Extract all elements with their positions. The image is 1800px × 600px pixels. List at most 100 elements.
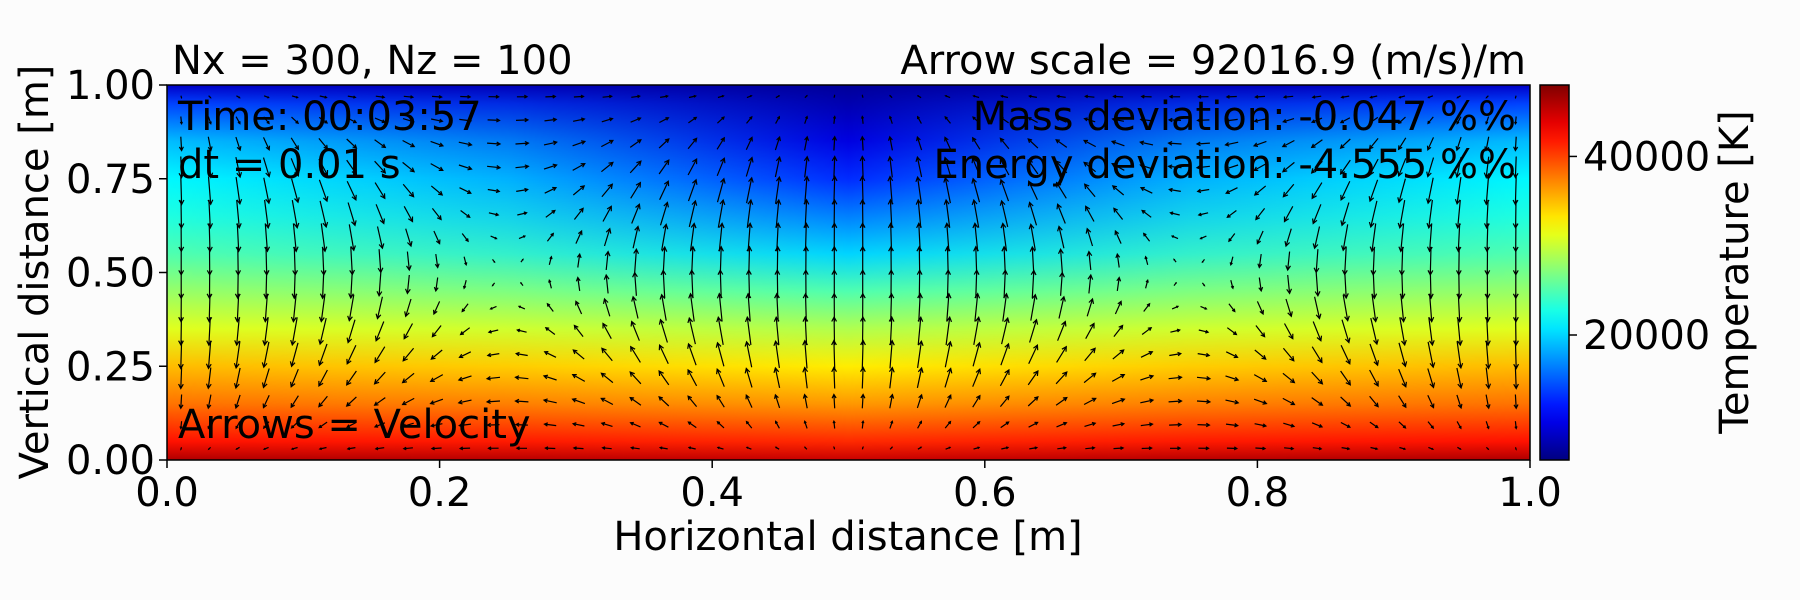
velocity-arrow xyxy=(630,320,640,341)
velocity-arrow xyxy=(485,399,501,405)
velocity-arrow xyxy=(716,157,726,177)
velocity-arrow xyxy=(374,446,385,451)
velocity-arrow xyxy=(575,276,581,291)
velocity-arrow xyxy=(773,339,780,368)
velocity-arrow xyxy=(689,222,697,252)
x-axis-label: Horizontal distance [m] xyxy=(613,514,1082,560)
velocity-arrow xyxy=(972,94,980,99)
velocity-arrow xyxy=(1456,394,1463,410)
velocity-arrow xyxy=(1229,256,1234,267)
velocity-arrow xyxy=(746,222,753,252)
y-tick-label: 0.00 xyxy=(66,438,155,484)
velocity-arrow xyxy=(802,315,809,346)
velocity-arrow xyxy=(1056,203,1066,224)
velocity-arrow xyxy=(1485,421,1490,430)
velocity-arrow xyxy=(402,118,415,124)
velocity-arrow xyxy=(431,94,443,99)
velocity-arrow xyxy=(860,393,866,409)
velocity-arrow xyxy=(1195,165,1210,170)
velocity-arrow xyxy=(659,293,667,321)
velocity-arrow xyxy=(1398,342,1408,368)
velocity-arrow xyxy=(602,297,611,317)
velocity-arrow xyxy=(716,368,725,387)
velocity-arrow xyxy=(515,117,530,123)
velocity-arrow xyxy=(290,293,297,323)
velocity-arrow xyxy=(515,164,530,169)
velocity-arrow xyxy=(1311,182,1323,200)
velocity-arrow xyxy=(546,232,555,242)
velocity-arrow xyxy=(1370,446,1379,451)
velocity-arrow xyxy=(460,210,471,219)
velocity-arrows xyxy=(177,94,1520,451)
velocity-arrow xyxy=(1313,249,1320,274)
velocity-arrow xyxy=(1000,342,1010,366)
velocity-arrow xyxy=(1398,368,1407,388)
velocity-arrow xyxy=(430,446,442,451)
velocity-arrow xyxy=(430,185,444,196)
velocity-arrow xyxy=(999,158,1010,176)
velocity-arrow xyxy=(1253,163,1267,171)
velocity-arrow xyxy=(1513,136,1519,152)
velocity-arrow xyxy=(1397,199,1406,229)
velocity-arrow xyxy=(1225,375,1240,382)
velocity-arrow xyxy=(1341,319,1351,344)
velocity-arrow xyxy=(487,118,501,123)
y-tick-label: 0.25 xyxy=(66,344,155,390)
velocity-arrow xyxy=(916,393,923,409)
velocity-arrow xyxy=(1197,94,1209,99)
velocity-arrow xyxy=(1398,246,1405,277)
velocity-arrow xyxy=(520,281,524,286)
velocity-arrow xyxy=(1397,137,1407,151)
velocity-arrow xyxy=(1000,94,1009,99)
velocity-arrow xyxy=(687,395,698,407)
velocity-arrow xyxy=(572,446,584,451)
velocity-arrow xyxy=(604,250,611,271)
velocity-arrow xyxy=(291,178,300,204)
velocity-arrow xyxy=(1427,394,1435,409)
velocity-arrow xyxy=(1253,185,1267,196)
velocity-arrow xyxy=(1027,369,1039,386)
velocity-arrow xyxy=(1226,327,1238,336)
velocity-arrow xyxy=(1370,246,1377,277)
velocity-arrow xyxy=(917,339,924,368)
velocity-arrow xyxy=(745,420,753,429)
velocity-arrow xyxy=(348,224,356,252)
velocity-arrow xyxy=(292,246,299,277)
velocity-arrow xyxy=(346,447,356,451)
velocity-arrow xyxy=(402,161,416,173)
velocity-arrow xyxy=(263,177,271,205)
velocity-arrow xyxy=(430,140,445,147)
velocity-arrow xyxy=(290,421,299,429)
velocity-arrow xyxy=(430,118,444,123)
velocity-arrow xyxy=(1112,422,1126,427)
velocity-arrow xyxy=(207,116,212,125)
velocity-arrow xyxy=(1368,179,1379,203)
velocity-arrow xyxy=(775,420,780,429)
velocity-arrow xyxy=(1200,305,1208,310)
velocity-arrow xyxy=(1512,176,1519,206)
velocity-arrow xyxy=(1139,186,1153,194)
velocity-arrow xyxy=(1083,372,1097,384)
velocity-arrow xyxy=(1055,396,1068,406)
velocity-arrow xyxy=(659,94,669,98)
velocity-arrow xyxy=(1254,349,1267,360)
velocity-arrow xyxy=(1111,162,1125,171)
velocity-arrow xyxy=(1056,94,1066,99)
velocity-arrow xyxy=(544,117,558,122)
velocity-arrow xyxy=(1255,446,1267,451)
time-readout: Time: 00:03:57 xyxy=(177,94,482,140)
velocity-arrow xyxy=(744,315,752,346)
velocity-arrow xyxy=(1113,324,1124,337)
velocity-arrow xyxy=(1399,446,1407,451)
velocity-arrow xyxy=(687,421,697,429)
velocity-arrow xyxy=(1169,351,1182,357)
velocity-arrow xyxy=(746,198,754,228)
velocity-arrow xyxy=(1426,199,1433,230)
velocity-arrow xyxy=(887,175,894,205)
velocity-arrow xyxy=(1368,158,1379,177)
velocity-arrow xyxy=(406,251,412,272)
velocity-arrow xyxy=(944,115,951,124)
velocity-arrow xyxy=(234,317,240,347)
velocity-arrow xyxy=(434,254,440,269)
velocity-arrow xyxy=(833,94,836,98)
